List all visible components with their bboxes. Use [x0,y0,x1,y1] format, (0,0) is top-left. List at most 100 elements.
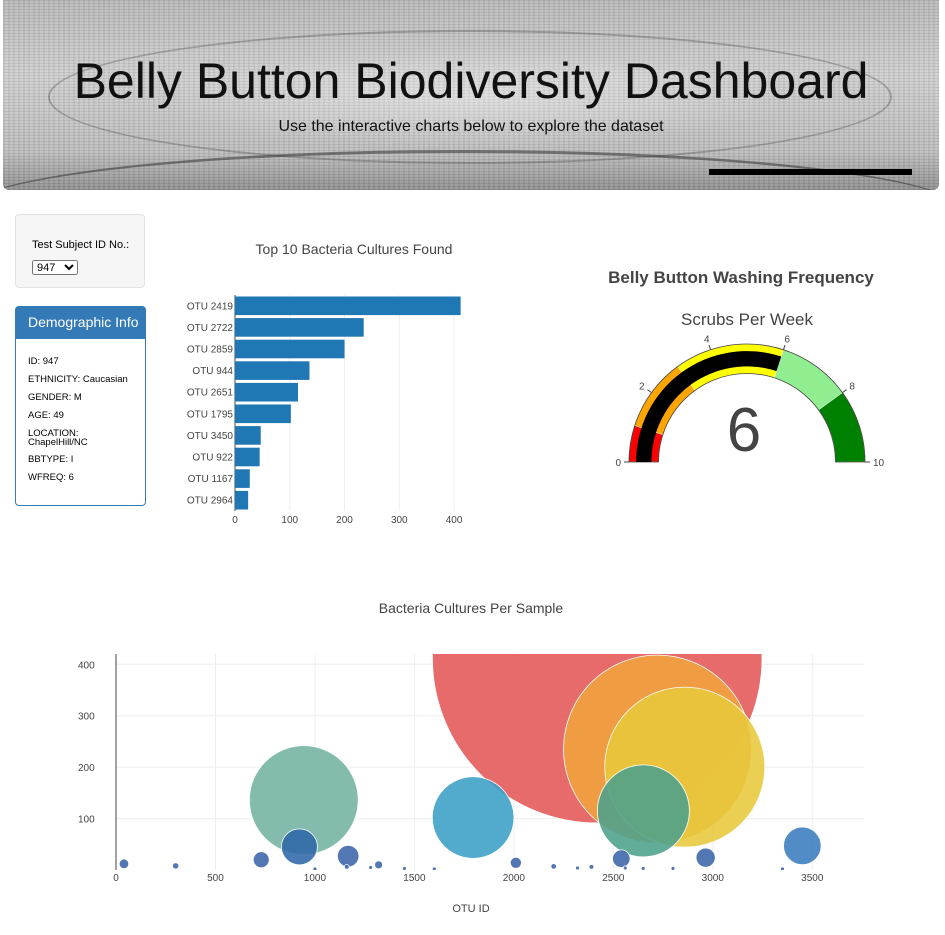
bar-mark[interactable] [235,361,310,380]
bubble-mark[interactable] [780,866,785,871]
banner-scale-bar [709,169,912,175]
gauge-tick [647,389,652,394]
bar-mark[interactable] [235,382,298,402]
gauge-tick-label: 2 [639,382,645,393]
bubble-chart-title: Bacteria Cultures Per Sample [379,600,564,616]
bar-x-tick-label: 200 [336,515,353,526]
bubble-y-tick-label: 300 [78,712,95,723]
bubble-x-tick-label: 3000 [702,873,725,884]
gauge-tick-label: 4 [704,334,710,345]
bubble-mark[interactable] [695,847,716,868]
gauge-tick [708,344,712,350]
bubble-mark[interactable] [118,858,130,870]
bubble-x-tick-label: 1000 [304,873,327,884]
bar-x-tick-label: 0 [232,515,238,526]
bubble-mark[interactable] [588,864,595,870]
bubble-x-tick-label: 2000 [503,873,526,884]
bubble-x-tick-label: 1500 [403,873,426,884]
demo-age: AGE: 49 [28,410,64,421]
demographic-panel-body: ID: 947 ETHNICITY: Caucasian GENDER: M A… [16,339,145,483]
bubble-chart: Bacteria Cultures Per Sample 100 200 300 40… [78,600,864,915]
bar-x-tick-label: 300 [391,515,408,526]
demo-location: LOCATION: ChapelHill/NC [28,428,88,448]
gauge-value: 6 [727,396,761,465]
demo-ethnicity: ETHNICITY: Caucasian [28,374,128,385]
bubble-y-tick-label: 100 [78,815,95,826]
header-banner: Belly Button Biodiversity Dashboard Use … [3,0,939,190]
subject-selector-well: Test Subject ID No.: 947 [15,214,145,288]
bubble-mark[interactable] [509,856,522,869]
bubble-mark[interactable] [550,863,557,870]
bubble-mark[interactable] [622,865,628,870]
bar-mark[interactable] [235,404,291,424]
bar-mark[interactable] [235,426,261,445]
page-subtitle: Use the interactive charts below to expl… [278,118,664,135]
bubble-mark[interactable] [336,844,360,868]
bar-mark[interactable] [235,490,249,510]
bubble-mark[interactable] [312,866,318,871]
bar-mark[interactable] [235,318,364,337]
demo-id: ID: 947 [28,356,59,367]
bar-y-tick-label: OTU 944 [192,366,233,377]
bar-mark[interactable] [235,296,461,316]
bar-mark[interactable] [235,469,250,488]
bar-chart-title: Top 10 Bacteria Cultures Found [256,241,453,257]
bubble-x-tick-label: 3500 [801,873,824,884]
gauge-tick [842,389,847,394]
bubble-mark[interactable] [431,866,437,871]
bubble-mark[interactable] [402,866,407,870]
bar-y-tick-label: OTU 1167 [188,474,234,485]
bar-y-tick-label: OTU 2722 [187,323,234,334]
bubble-x-tick-label: 0 [113,873,119,884]
bubble-mark[interactable] [783,826,822,866]
bubble-mark[interactable] [612,849,631,868]
gauge-tick-label: 6 [784,334,790,345]
gauge-tick-label: 0 [615,458,621,469]
demo-bbtype: BBTYPE: I [28,454,74,465]
bar-y-tick-label: OTU 2651 [187,388,234,399]
bubble-mark[interactable] [640,866,646,870]
demographic-panel-title: Demographic Info [16,307,145,339]
bar-x-tick-label: 400 [446,515,463,526]
subject-id-select[interactable]: 947 [32,260,78,275]
demographic-panel: Demographic Info ID: 947 ETHNICITY: Cauc… [15,306,146,506]
bubble-y-tick-label: 200 [78,763,95,774]
gauge-tick [782,344,786,350]
bar-y-tick-label: OTU 3450 [187,431,234,442]
bubble-x-tick-label: 2500 [602,873,625,884]
gauge-tick-label: 10 [873,458,885,469]
bubble-mark[interactable] [575,865,580,870]
bar-y-tick-label: OTU 922 [192,453,233,464]
bar-y-tick-label: OTU 2964 [187,496,234,507]
gauge-subtitle: Scrubs Per Week [681,310,813,329]
bubble-xlabel: OTU ID [452,903,489,915]
demo-gender: GENDER: M [28,392,82,403]
bubble-mark[interactable] [281,828,318,866]
demo-wfreq: WFREQ: 6 [28,472,74,483]
bubble-y-tick-label: 400 [78,660,95,671]
bubble-mark[interactable] [343,864,350,870]
bubble-mark[interactable] [368,865,374,870]
gauge-value-bar [636,351,782,462]
bar-mark[interactable] [235,339,345,359]
wash-frequency-gauge: Belly Button Washing Frequency Scrubs Pe… [608,268,885,469]
bar-y-tick-label: OTU 1795 [187,409,234,420]
banner-curve [3,150,939,190]
subject-selector-label: Test Subject ID No.: [32,239,130,251]
bubble-mark[interactable] [431,776,515,859]
bar-x-tick-label: 100 [281,515,298,526]
top10-bar-chart: Top 10 Bacteria Cultures Found OTU 2419 O… [187,241,463,526]
gauge-tick-label: 8 [849,382,855,393]
bubble-x-tick-label: 500 [207,873,224,884]
gauge-title: Belly Button Washing Frequency [608,268,874,287]
bubble-mark[interactable] [596,764,690,858]
bubble-mark[interactable] [252,851,270,869]
bubble-mark[interactable] [670,866,676,870]
bubble-mark[interactable] [172,862,180,870]
bar-mark[interactable] [235,447,260,467]
bubble-mark[interactable] [374,860,383,870]
page-title: Belly Button Biodiversity Dashboard [73,53,869,109]
bar-y-tick-label: OTU 2859 [187,345,234,356]
bar-y-tick-label: OTU 2419 [187,301,234,312]
gauge-outline [628,343,866,463]
